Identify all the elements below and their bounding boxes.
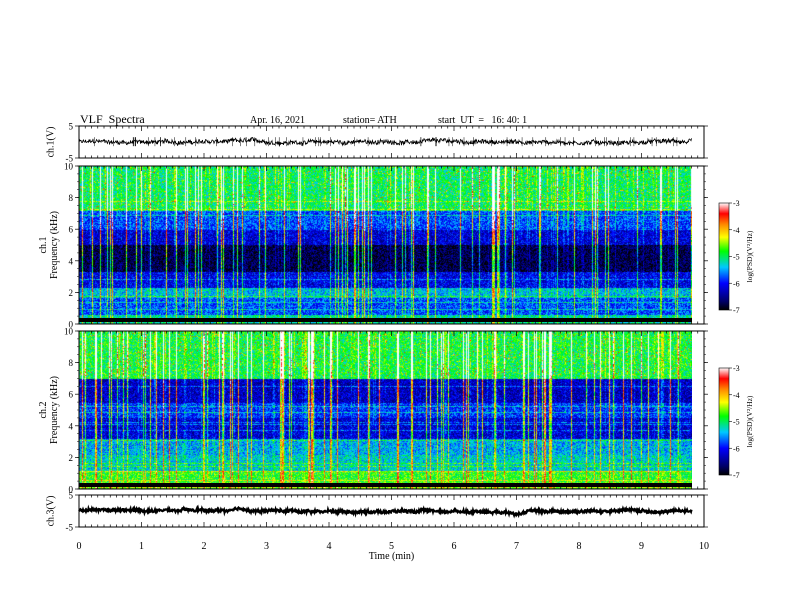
- figure-title: VLF Spectra: [80, 112, 145, 126]
- xtick-label: 5: [389, 541, 394, 552]
- svg-text:log(PSD)(V²/Hz): log(PSD)(V²/Hz): [745, 395, 754, 447]
- panel-3-colorbar-tick: -7: [733, 471, 740, 480]
- station-label: station= ATH: [343, 115, 397, 126]
- panel-2-ytick-label: 8: [69, 193, 74, 203]
- svg-text:Frequency (kHz): Frequency (kHz): [49, 211, 60, 279]
- xtick-label: 1: [139, 541, 144, 552]
- panel-2-colorbar: [718, 202, 730, 311]
- panel-2-ytick-label: 0: [69, 320, 74, 330]
- panel-3-ytick-label: 10: [64, 327, 74, 337]
- xtick-label: 2: [202, 541, 207, 552]
- panel-4-trace: [78, 504, 693, 519]
- xtick-label: 8: [577, 541, 582, 552]
- x-axis-label: Time (min): [369, 551, 414, 562]
- xtick-label: 0: [77, 541, 82, 552]
- panel-2-ytick-label: 10: [64, 162, 74, 172]
- panel-3-colorbar-tick: -5: [733, 418, 740, 427]
- panel-2-colorbar-tick: -4: [733, 226, 740, 235]
- panel-1-ytick-label: -5: [66, 154, 74, 164]
- xtick-label: 7: [514, 541, 519, 552]
- svg-text:ch.3(V): ch.3(V): [46, 496, 57, 527]
- panel-4-ytick-label: -5: [66, 523, 74, 533]
- panel-3-ytick-label: 0: [69, 485, 74, 495]
- panel-2-ytick-label: 4: [69, 256, 74, 266]
- panel-2-ylabel: ch.1 Frequency (kHz): [38, 211, 60, 279]
- svg-text:ch.1(V): ch.1(V): [46, 127, 57, 158]
- xtick-label: 6: [452, 541, 457, 552]
- date-label: Apr. 16, 2021: [250, 115, 305, 126]
- panel-3-ytick-label: 4: [69, 421, 74, 431]
- panel-2-colorbar-tick: -7: [733, 306, 740, 315]
- panel-2-colorbar-label: log(PSD)(V²/Hz): [745, 230, 754, 282]
- panel-3-colorbar-tick: -3: [733, 364, 740, 373]
- panel-3-colorbar: [718, 367, 730, 476]
- panel-3-colorbar-label: log(PSD)(V²/Hz): [745, 395, 754, 447]
- xtick-label: 9: [639, 541, 644, 552]
- xtick-label: 4: [327, 541, 332, 552]
- xtick-label: 3: [264, 541, 269, 552]
- svg-text:log(PSD)(V²/Hz): log(PSD)(V²/Hz): [745, 230, 754, 282]
- panel-2-ytick-label: 2: [69, 288, 74, 298]
- panel-3-colorbar-tick: -4: [733, 391, 740, 400]
- panel-3-ytick-label: 8: [69, 358, 74, 368]
- svg-text:ch.2: ch.2: [38, 402, 49, 419]
- panel-4-ylabel: ch.3(V): [46, 496, 57, 527]
- panel-2-colorbar-tick: -5: [733, 253, 740, 262]
- panel-2-ytick-label: 6: [69, 225, 74, 235]
- panel-4-ytick-label: 5: [69, 491, 74, 501]
- panel-3-spectrogram-image: [79, 331, 692, 489]
- panel-1-ylabel: ch.1(V): [46, 127, 57, 158]
- panel-2-colorbar-tick: -6: [733, 279, 740, 288]
- xtick-label: 10: [699, 541, 709, 552]
- panel-3-ytick-label: 6: [69, 390, 74, 400]
- panel-1-ytick-label: 5: [69, 122, 74, 132]
- svg-text:Frequency (kHz): Frequency (kHz): [49, 376, 60, 444]
- panel-3-ytick-label: 2: [69, 453, 74, 463]
- panel-2-spectrogram-image: [79, 166, 692, 324]
- panel-3-colorbar-tick: -6: [733, 444, 740, 453]
- panel-2-colorbar-tick: -3: [733, 199, 740, 208]
- panel-3-ylabel: ch.2 Frequency (kHz): [38, 376, 60, 444]
- panel-1-trace: [78, 136, 692, 147]
- svg-text:ch.1: ch.1: [38, 237, 49, 254]
- start-time-label: start UT = 16: 40: 1: [438, 115, 528, 126]
